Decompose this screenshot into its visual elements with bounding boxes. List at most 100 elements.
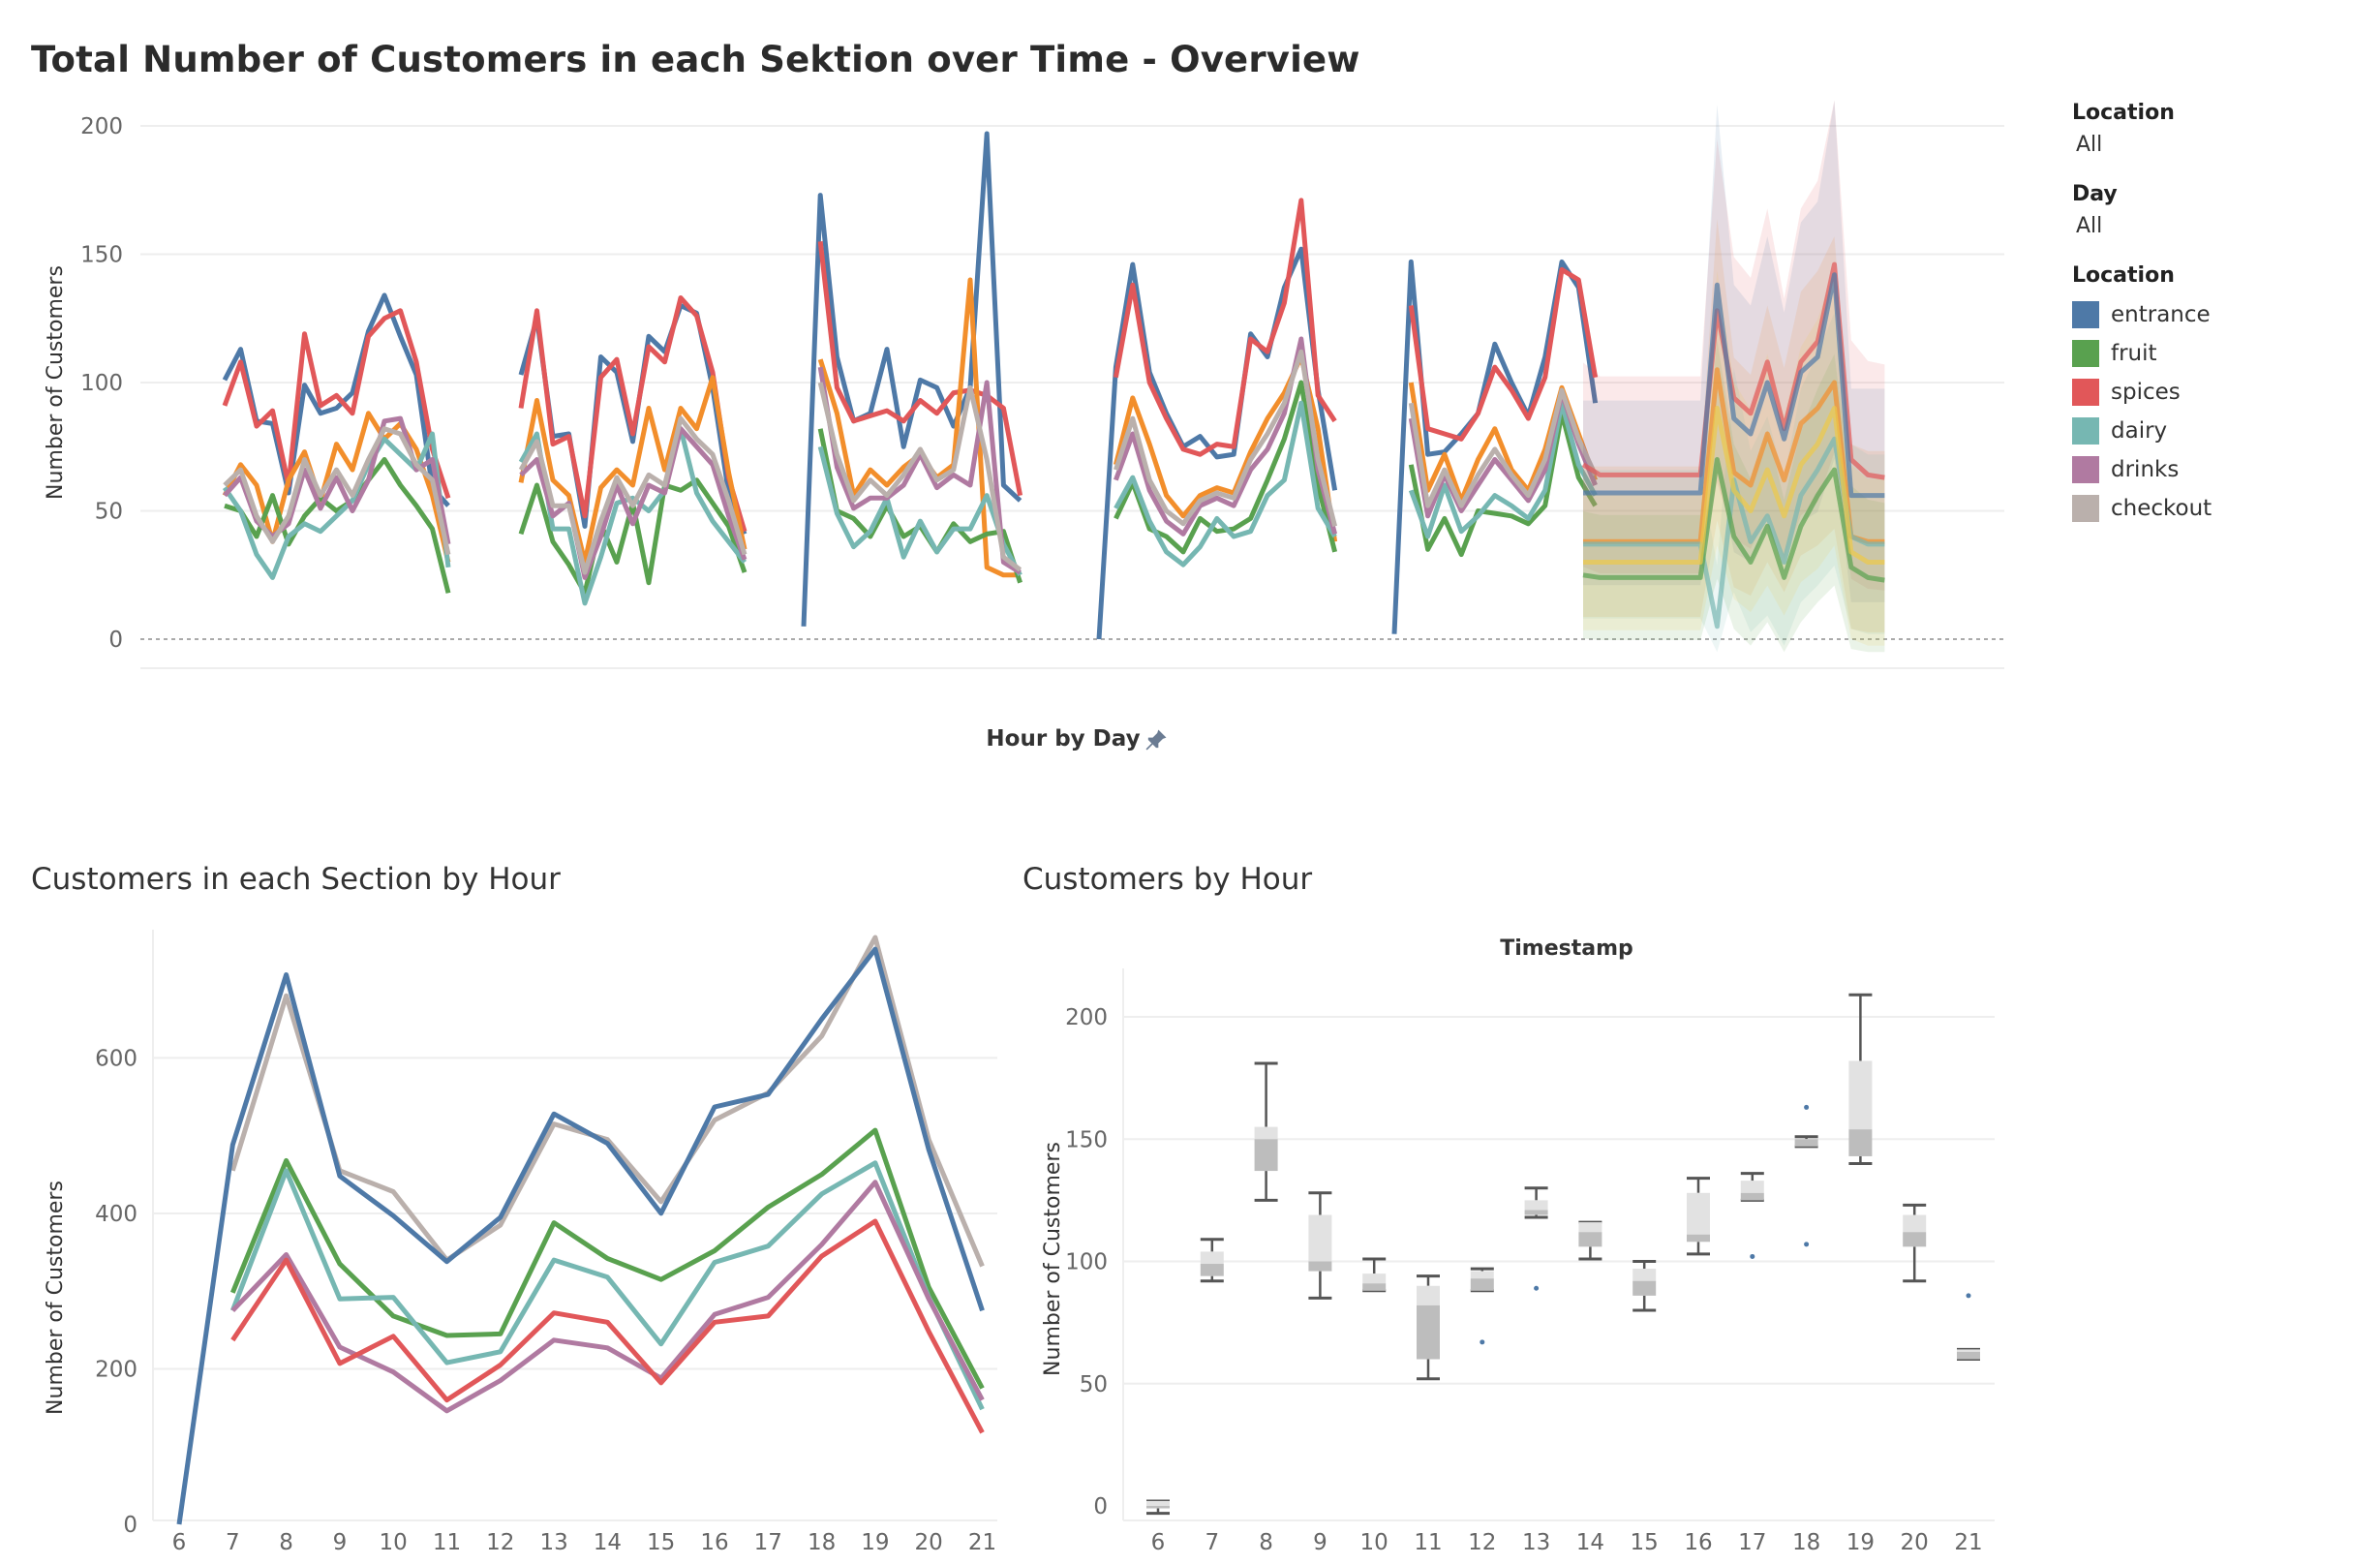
box-lower (1957, 1351, 1980, 1360)
box-upper (1848, 1060, 1873, 1130)
pin-icon[interactable] (1143, 726, 1170, 753)
box-upper (1903, 1214, 1927, 1233)
series-line-checkout (817, 382, 1022, 572)
x-tick-label: 21 (968, 1530, 996, 1555)
legend-item-checkout[interactable]: checkout (2072, 489, 2363, 528)
x-tick-label: 19 (861, 1530, 889, 1555)
legend-item-fruit[interactable]: fruit (2072, 334, 2363, 373)
legend-swatch (2072, 340, 2099, 367)
forecast-band (1583, 219, 1885, 632)
box-upper (1200, 1251, 1224, 1265)
filter-value[interactable]: All (2076, 133, 2103, 157)
x-tick-label: 12 (486, 1530, 514, 1555)
filter-label: Location (2072, 101, 2175, 125)
box-upper (1524, 1200, 1548, 1211)
box-lower (1578, 1232, 1602, 1247)
outlier-point (1966, 1293, 1971, 1299)
series-line-yellow (1583, 406, 1885, 565)
box-upper (1687, 1192, 1710, 1235)
x-tick-label: 11 (433, 1530, 461, 1555)
box-upper (1254, 1126, 1278, 1140)
series-line-checkout (229, 935, 985, 1268)
series-line-entrance (1096, 246, 1338, 640)
y-tick-label: 200 (80, 114, 123, 139)
series-line-entrance (518, 303, 748, 536)
y-axis-label: Number of Customers (44, 265, 68, 500)
x-tick-label: 20 (915, 1530, 943, 1555)
series-line-dairy (229, 1160, 985, 1411)
legend-label: entrance (2111, 302, 2211, 327)
box-upper (1362, 1273, 1387, 1284)
series-line-entrance (176, 946, 985, 1525)
box-lower (1254, 1139, 1278, 1172)
x-tick-label: 15 (647, 1530, 675, 1555)
x-axis-title: Timestamp (1500, 936, 1633, 961)
series-line-spices (1581, 261, 1885, 480)
series-line-dairy (1408, 400, 1598, 539)
box-lower (1632, 1280, 1657, 1296)
series-line-dairy (1114, 400, 1337, 568)
y-axis-label: Number of Customers (44, 1181, 68, 1415)
x-tick-label: 14 (594, 1530, 622, 1555)
y-tick-label: 50 (1080, 1372, 1108, 1397)
series-line-checkout (518, 415, 748, 575)
y-tick-label: 100 (1065, 1250, 1108, 1275)
y-tick-label: 600 (95, 1046, 137, 1071)
filter-day[interactable]: Day All (2072, 182, 2363, 238)
box-upper (1578, 1222, 1602, 1233)
box-upper (1308, 1214, 1332, 1262)
x-tick-label: 7 (1205, 1530, 1219, 1555)
section-by-hour-chart: 0 200 400 600 6 7 8 9 10 11 12 13 14 15 16 17 18 19 20 21 Nu… (44, 930, 997, 1555)
box-lower (1146, 1506, 1170, 1509)
legend-label: dairy (2111, 418, 2168, 444)
series-line-spices (222, 308, 451, 500)
legend-swatch (2072, 456, 2099, 483)
series-line-fruit (1582, 457, 1885, 583)
x-tick-label: 16 (1684, 1530, 1712, 1555)
y-tick-label: 50 (95, 500, 123, 525)
legend-item-spices[interactable]: spices (2072, 373, 2363, 412)
legend-item-dairy[interactable]: dairy (2072, 412, 2363, 450)
box-upper (1417, 1285, 1440, 1305)
series-line-drinks (519, 426, 748, 580)
legend-item-drinks[interactable]: drinks (2072, 450, 2363, 489)
box-lower (1794, 1139, 1818, 1147)
x-tick-label: 20 (1901, 1530, 1929, 1555)
x-tick-label: 15 (1631, 1530, 1659, 1555)
series-line-spices (1408, 266, 1599, 442)
y-tick-label: 150 (1065, 1127, 1108, 1152)
y-axis-label: Number of Customers (1041, 1142, 1065, 1376)
y-tick-label: 200 (95, 1357, 137, 1382)
y-tick-label: 400 (95, 1202, 137, 1227)
x-tick-label: 17 (754, 1530, 782, 1555)
y-tick-label: 100 (80, 371, 123, 396)
box-lower (1470, 1278, 1494, 1291)
legend-swatch (2072, 301, 2099, 328)
outlier-point (1750, 1253, 1755, 1259)
series-line-checkout (1114, 349, 1338, 528)
outlier-point (1534, 1285, 1540, 1291)
box-lower (1308, 1261, 1332, 1272)
series-line-orange (222, 411, 451, 564)
legend-label: fruit (2111, 341, 2157, 366)
series-line-orange (1583, 367, 1885, 544)
series-line-checkout (1408, 387, 1598, 508)
series-line-spices (1113, 198, 1337, 457)
series-line-drinks (1114, 336, 1338, 537)
legend-item-entrance[interactable]: entrance (2072, 295, 2363, 334)
legend: entrance fruit spices dairy drinks checkout (2072, 295, 2363, 528)
top-line-chart: 0 50 100 150 200 Number of Customers Hour by D… (44, 100, 2004, 752)
main-title: Total Number of Customers in each Sektio… (31, 39, 1360, 80)
x-tick-label: 10 (380, 1530, 408, 1555)
filter-location[interactable]: Location All (2072, 101, 2363, 157)
x-tick-label: 11 (1414, 1530, 1442, 1555)
filter-label: Day (2072, 182, 2118, 206)
box-lower (1524, 1210, 1548, 1215)
series-line-drinks (223, 415, 451, 545)
series-line-spices (518, 295, 748, 533)
y-tick-label: 200 (1065, 1005, 1108, 1030)
y-tick-label: 0 (1093, 1494, 1108, 1519)
box-lower (1417, 1304, 1440, 1360)
filter-value[interactable]: All (2076, 214, 2103, 238)
forecast-band (1583, 100, 1885, 591)
